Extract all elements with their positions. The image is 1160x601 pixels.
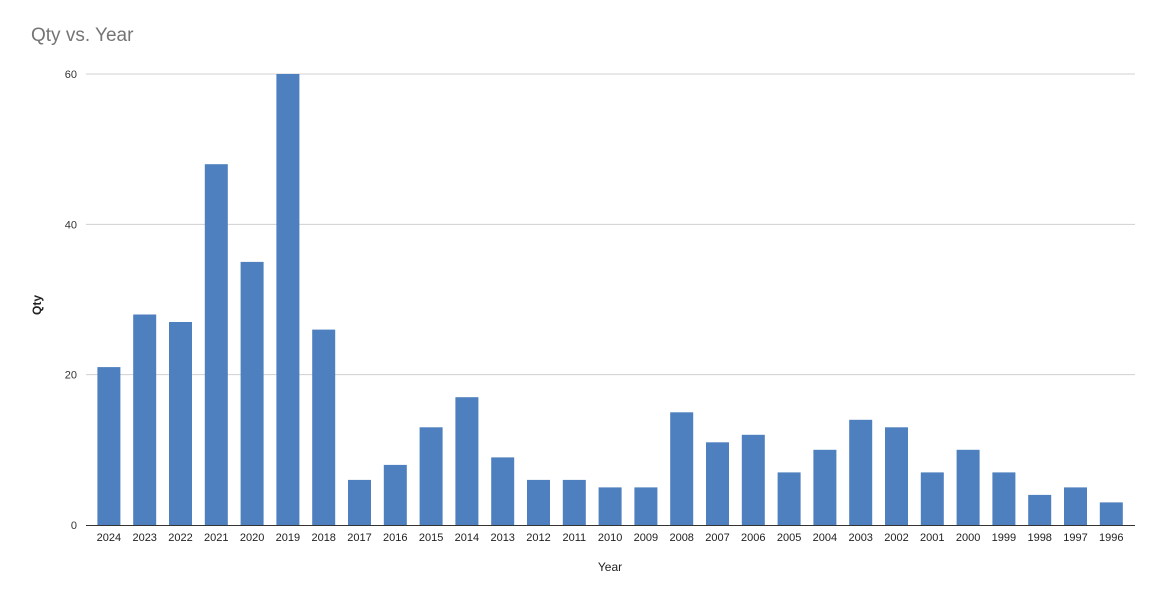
x-tick-label: 2019 <box>276 532 300 544</box>
x-tick-label: 2002 <box>884 532 908 544</box>
bar-1997[interactable] <box>1064 487 1087 525</box>
x-tick-label: 2011 <box>562 532 586 544</box>
bar-2023[interactable] <box>133 314 157 526</box>
x-tick-label: 2020 <box>240 532 264 544</box>
x-tick-label: 1997 <box>1063 532 1087 544</box>
bar-2024[interactable] <box>97 367 121 525</box>
bar-2009[interactable] <box>634 487 658 525</box>
x-tick-label: 1998 <box>1027 532 1051 544</box>
bar-2005[interactable] <box>777 472 801 525</box>
x-tick-label: 2021 <box>204 532 228 544</box>
bar-2001[interactable] <box>920 472 944 525</box>
bar-1998[interactable] <box>1028 494 1052 525</box>
x-tick-label: 2018 <box>311 532 335 544</box>
x-tick-label: 2010 <box>598 532 622 544</box>
y-tick-label: 20 <box>65 370 77 382</box>
bar-1996[interactable] <box>1099 502 1123 525</box>
bar-2019[interactable] <box>276 74 300 525</box>
bar-2006[interactable] <box>741 434 765 525</box>
x-tick-label: 2013 <box>490 532 514 544</box>
x-tick-label: 2016 <box>383 532 407 544</box>
y-tick-label: 40 <box>65 219 77 231</box>
y-tick-label: 0 <box>71 520 77 532</box>
x-tick-label: 2012 <box>526 532 550 544</box>
bars <box>97 74 1123 526</box>
x-tick-label: 2007 <box>705 532 729 544</box>
bar-2015[interactable] <box>419 427 443 525</box>
bar-2021[interactable] <box>204 164 228 525</box>
y-axis-title: Qty <box>30 295 44 315</box>
x-tick-label: 2022 <box>168 532 192 544</box>
y-tick-labels: 0 20 40 60 <box>65 69 77 532</box>
x-tick-label: 2006 <box>741 532 765 544</box>
chart-title: Qty vs. Year <box>31 25 134 46</box>
x-tick-label: 2001 <box>920 532 944 544</box>
bar-2011[interactable] <box>562 479 586 525</box>
bar-2022[interactable] <box>169 322 192 525</box>
x-tick-label: 2003 <box>848 532 872 544</box>
x-tick-label: 2024 <box>97 532 121 544</box>
bar-2017[interactable] <box>348 479 371 525</box>
x-tick-label: 2017 <box>347 532 371 544</box>
bar-2013[interactable] <box>491 457 515 525</box>
bar-2000[interactable] <box>956 449 980 525</box>
x-tick-label: 2008 <box>669 532 693 544</box>
bar-2014[interactable] <box>455 397 479 525</box>
x-tick-label: 2014 <box>455 532 479 544</box>
y-tick-label: 60 <box>65 69 77 81</box>
bar-2008[interactable] <box>670 412 694 526</box>
bar-2007[interactable] <box>706 442 729 525</box>
x-tick-label: 2004 <box>813 532 837 544</box>
bar-2002[interactable] <box>885 427 908 525</box>
bar-1999[interactable] <box>992 472 1016 525</box>
x-tick-label: 2015 <box>419 532 443 544</box>
x-tick-label: 1996 <box>1099 532 1123 544</box>
x-tick-label: 2005 <box>777 532 801 544</box>
bar-2004[interactable] <box>813 449 837 525</box>
x-axis-title: Year <box>598 560 622 574</box>
x-tick-labels: 2024 2023 2022 2021 2020 2019 2018 2017 2016 2015… <box>97 532 1124 544</box>
x-tick-label: 1999 <box>992 532 1016 544</box>
bar-2020[interactable] <box>240 261 264 525</box>
bar-2018[interactable] <box>312 329 336 525</box>
bar-2003[interactable] <box>849 419 873 525</box>
x-tick-label: 2009 <box>634 532 658 544</box>
x-tick-label: 2000 <box>956 532 980 544</box>
x-tick-label: 2023 <box>132 532 156 544</box>
bar-2010[interactable] <box>598 487 622 525</box>
bar-2016[interactable] <box>383 464 407 525</box>
bar-2012[interactable] <box>527 479 550 525</box>
